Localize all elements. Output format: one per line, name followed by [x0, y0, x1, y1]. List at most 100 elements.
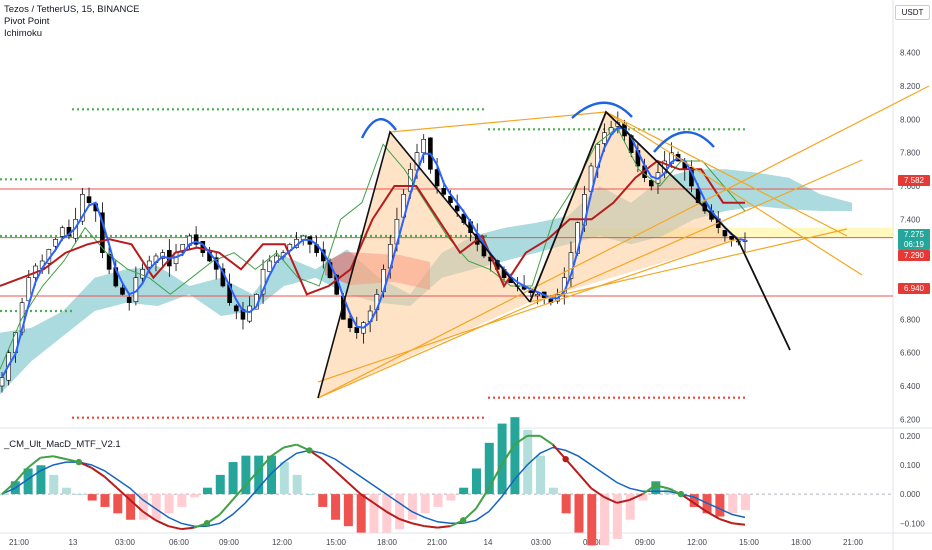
candle-body: [146, 260, 152, 268]
x-tick-label: 15:00: [739, 538, 760, 547]
macd-line-segment: [385, 510, 400, 520]
pattern-fill-right: [530, 112, 738, 302]
x-tick-label: 21:00: [9, 538, 30, 547]
macd-line-segment: [629, 493, 643, 501]
macd-line-segment: [257, 455, 272, 472]
signal-line: [1, 446, 746, 527]
macd-cross-dot: [75, 458, 83, 466]
macd-line-segment: [40, 455, 54, 459]
macd-line-segment: [155, 519, 169, 528]
pattern-leg: [529, 110, 791, 351]
x-tick-label: 09:00: [219, 538, 240, 547]
macd-line-segment: [103, 475, 118, 490]
candle-body: [140, 269, 145, 279]
y-tick-label: 8.200: [900, 82, 921, 91]
macd-histogram-bar: [510, 417, 520, 495]
macd-line-segment: [129, 499, 144, 513]
macd-histogram-bar: [343, 494, 353, 527]
pattern-leg: [317, 130, 531, 399]
macd-line-segment: [590, 487, 605, 498]
macd-histogram-bar: [548, 487, 558, 495]
macd-histogram-bar: [484, 442, 494, 495]
indicator-label-ichimoku[interactable]: Ichimoku: [4, 28, 43, 39]
candle-body: [106, 254, 112, 270]
indicator-label-pivot[interactable]: Pivot Point: [4, 16, 50, 27]
macd-line-segment: [244, 470, 259, 487]
macd-histogram-bar: [574, 494, 584, 533]
candle-body: [434, 169, 440, 187]
macd-histogram-bar: [587, 494, 597, 546]
candle-body: [100, 212, 105, 253]
y-tick-label: 0.200: [900, 432, 921, 441]
macd-line-segment: [14, 467, 29, 484]
macd-line-segment: [53, 455, 67, 461]
chart-title: Tezos / TetherUS, 15, BINANCE: [4, 4, 140, 15]
macd-histogram-bar: [0, 494, 7, 496]
candle-body: [448, 196, 453, 203]
x-tick-label: 18:00: [791, 538, 812, 547]
macd-histogram-bar: [523, 430, 533, 495]
macd-line-segment: [539, 435, 554, 446]
macd-line-segment: [283, 443, 297, 449]
trendline: [317, 85, 930, 399]
macd-line-segment: [26, 456, 42, 469]
y-tick-label: −0.100: [900, 519, 925, 528]
macd-line-segment: [577, 473, 593, 489]
macd-line-segment: [706, 510, 720, 520]
macd-line-segment: [513, 435, 528, 446]
candle-body: [126, 297, 132, 303]
macd-histogram-bar: [715, 494, 725, 517]
kijun-line: [0, 159, 745, 296]
candle-body: [347, 318, 353, 328]
macd-line-segment: [91, 467, 106, 478]
macd-line-segment: [1, 481, 16, 495]
x-tick-label: 15:00: [326, 538, 347, 547]
macd-line-segment: [564, 458, 580, 475]
macd-line-segment: [603, 496, 618, 504]
candle-body: [86, 196, 92, 203]
macd-cross-dot: [562, 455, 569, 463]
macd-histogram-bar: [113, 494, 123, 514]
candle-body: [454, 205, 460, 212]
x-tick-label: 21:00: [843, 538, 864, 547]
macd-histogram-bar: [561, 494, 571, 514]
macd-histogram-bar: [177, 494, 187, 507]
macd-histogram-bar: [331, 494, 341, 520]
macd-histogram-bar: [471, 468, 481, 495]
candle-body: [247, 305, 252, 322]
x-tick-label: 12:00: [687, 538, 708, 547]
macd-histogram-bar: [305, 494, 315, 496]
y-tick-label: 0.100: [900, 461, 921, 470]
y-tick-label: 6.200: [900, 415, 921, 424]
macd-histogram-bar: [190, 494, 200, 498]
macd-histogram-bar: [228, 462, 238, 495]
macd-histogram-bar: [600, 494, 610, 546]
candle-body: [260, 269, 266, 295]
price-label-countdown: 06:19: [898, 239, 930, 250]
trendline: [529, 228, 848, 303]
candle-body: [729, 235, 734, 240]
y-tick-label: 8.400: [900, 49, 921, 58]
macd-histogram-bar: [126, 494, 136, 520]
x-tick-label: 03:00: [115, 538, 136, 547]
candle-body: [267, 260, 273, 272]
macd-line-segment: [360, 493, 375, 504]
candle-body: [535, 294, 540, 297]
macd-line-segment: [475, 487, 490, 510]
macd-cross-dot: [459, 517, 467, 524]
macd-histogram-bar: [446, 494, 456, 501]
macd-cross-dot: [652, 482, 659, 489]
macd-histogram-bar: [202, 487, 212, 495]
trendline: [605, 111, 848, 237]
macd-histogram-bar: [420, 494, 430, 514]
macd-histogram-bar: [369, 494, 379, 533]
x-tick-label: 13: [69, 538, 78, 547]
macd-histogram-bar: [164, 494, 174, 514]
macd-histogram-bar: [395, 494, 405, 530]
currency-badge[interactable]: USDT: [895, 5, 930, 20]
macd-histogram-bar: [279, 462, 289, 495]
macd-indicator-label[interactable]: _CM_Ult_MacD_MTF_V2.1: [4, 439, 121, 450]
macd-line-segment: [321, 458, 336, 472]
candle-body: [648, 180, 654, 187]
